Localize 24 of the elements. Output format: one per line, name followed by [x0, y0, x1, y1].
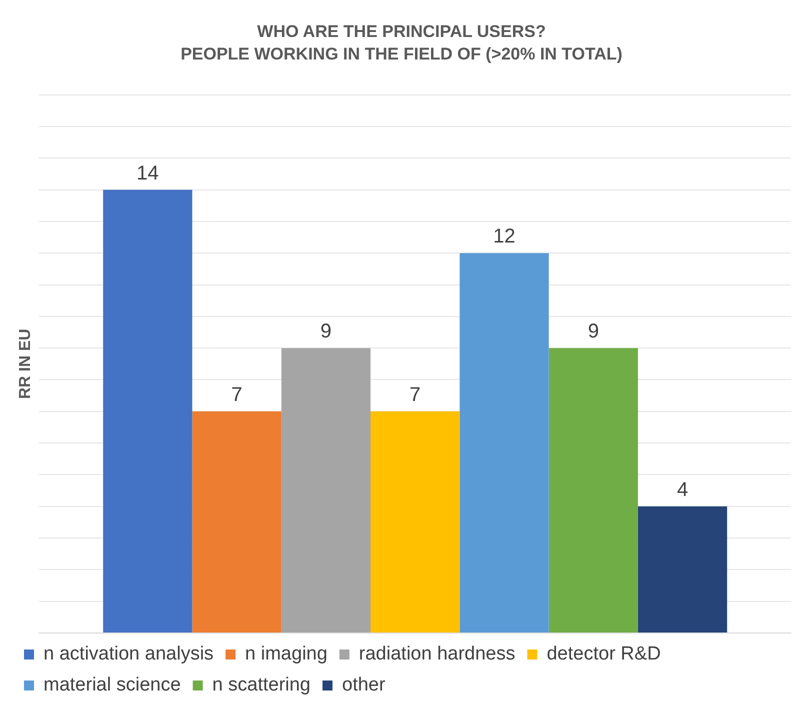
chart-title: WHO ARE THE PRINCIPAL USERS? — [257, 22, 546, 41]
legend-label: other — [342, 674, 386, 696]
bar — [548, 348, 638, 632]
y-axis-title: RR IN EU — [17, 328, 34, 400]
legend-label: n imaging — [245, 644, 328, 665]
chart-subtitle: PEOPLE WORKING IN THE FIELD OF (>20% IN TOTAL) — [180, 44, 622, 64]
legend-label: n activation analysis — [44, 644, 214, 665]
legend-label: detector R&D — [546, 644, 661, 665]
bar — [103, 190, 192, 632]
bar — [192, 411, 282, 632]
bar — [281, 348, 371, 632]
data-label: 7 — [231, 384, 242, 406]
data-label: 9 — [320, 320, 332, 343]
data-label: 12 — [493, 226, 516, 248]
legend-label: material science — [44, 674, 181, 696]
legend-label: radiation hardness — [358, 644, 516, 665]
data-label: 14 — [136, 162, 159, 184]
bar — [460, 253, 549, 632]
bar — [370, 411, 460, 632]
legend-label: n scattering — [212, 674, 311, 696]
bar — [638, 506, 728, 632]
data-label: 4 — [676, 478, 688, 501]
data-label: 7 — [410, 384, 421, 406]
data-label: 9 — [588, 320, 599, 343]
